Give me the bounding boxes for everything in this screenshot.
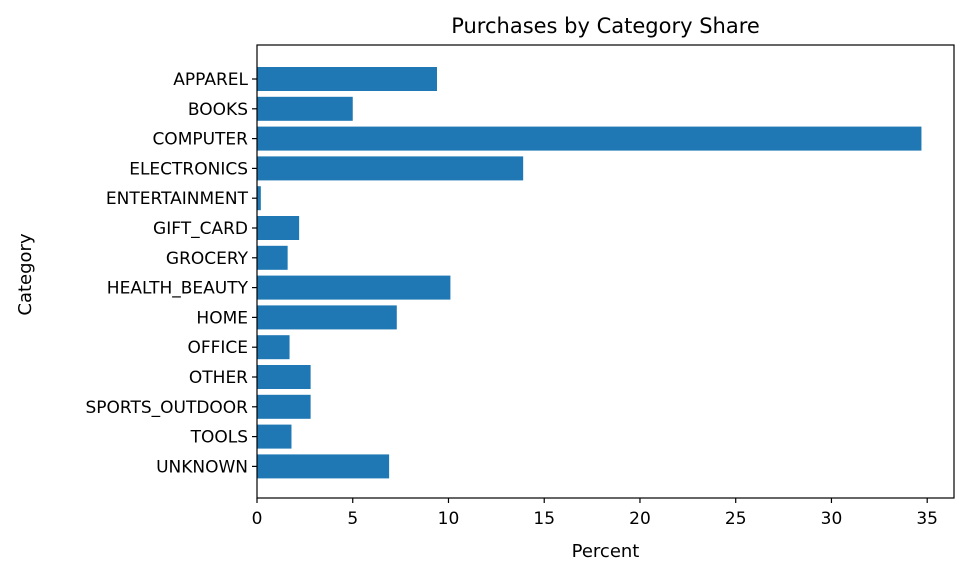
bar-health-beauty xyxy=(257,275,451,300)
x-tick-label: 25 xyxy=(725,509,747,529)
bar-electronics xyxy=(257,156,524,181)
bar-grocery xyxy=(257,245,288,270)
y-tick-label: ENTERTAINMENT xyxy=(106,189,249,209)
x-tick-label: 0 xyxy=(252,509,263,529)
bar-computer xyxy=(257,126,922,151)
x-tick-label: 15 xyxy=(533,509,555,529)
x-tick-label: 20 xyxy=(629,509,651,529)
y-axis-ticks: APPAREL BOOKS COMPUTER ELECTRONICS ENTERTAIN… xyxy=(85,70,257,477)
y-axis-label: Category xyxy=(15,233,36,316)
bar-gift-card xyxy=(257,216,300,240)
y-tick-label: GIFT_CARD xyxy=(153,219,248,239)
y-tick-label: GROCERY xyxy=(166,249,249,269)
bar-tools xyxy=(257,424,292,449)
y-tick-label: OTHER xyxy=(189,368,248,388)
x-tick-label: 10 xyxy=(438,509,460,529)
y-tick-label: ELECTRONICS xyxy=(129,159,248,179)
bars-group xyxy=(257,67,922,479)
bar-entertainment xyxy=(257,186,261,211)
y-tick-label: SPORTS_OUTDOOR xyxy=(85,398,248,418)
x-axis-ticks: 0 5 10 15 20 25 30 35 xyxy=(252,498,938,529)
bar-apparel xyxy=(257,67,437,91)
y-tick-label: TOOLS xyxy=(190,428,248,448)
chart-title: Purchases by Category Share xyxy=(451,14,760,38)
y-tick-label: COMPUTER xyxy=(152,130,248,150)
bar-sports-outdoor xyxy=(257,394,311,419)
bar-home xyxy=(257,305,397,330)
bar-books xyxy=(257,96,353,121)
y-tick-label: HOME xyxy=(196,308,248,328)
bar-other xyxy=(257,365,311,389)
y-tick-label: APPAREL xyxy=(173,70,248,90)
plot-frame xyxy=(256,44,955,499)
y-tick-label: HEALTH_BEAUTY xyxy=(107,279,249,299)
x-tick-label: 35 xyxy=(916,509,938,529)
bar-unknown xyxy=(257,454,390,479)
x-axis-label: Percent xyxy=(572,541,640,562)
y-tick-label: OFFICE xyxy=(187,338,248,358)
bar-office xyxy=(257,335,290,360)
y-tick-label: BOOKS xyxy=(188,100,248,120)
y-tick-label: UNKNOWN xyxy=(156,457,248,477)
x-tick-label: 5 xyxy=(347,509,358,529)
x-tick-label: 30 xyxy=(821,509,843,529)
